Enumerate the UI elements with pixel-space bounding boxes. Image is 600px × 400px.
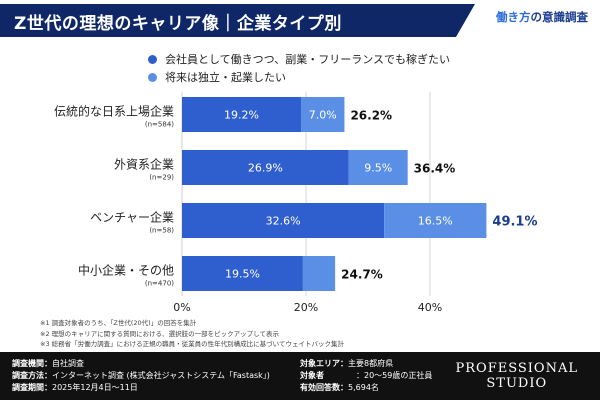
bar-total-label: 49.1% [492, 215, 537, 230]
bar-value-label: 16.5% [418, 215, 453, 228]
legend-swatch-series1 [148, 54, 157, 64]
brand-label: 働き方の意識調査 [496, 9, 588, 25]
page-title: Z世代の理想のキャリア像｜企業タイプ別 [14, 14, 342, 34]
footer-row-method: 調査方法：インターネット調査 (株式会社ジャストシステム「Fastask」) [12, 370, 270, 382]
header: Z世代の理想のキャリア像｜企業タイプ別 働き方の意識調査 [0, 0, 600, 37]
footer-value: 2025年12月4日〜11日 [52, 383, 138, 393]
bar-value-label: 19.5% [225, 268, 260, 281]
bar-segment [182, 203, 385, 238]
legend-label-series2: 将来は独立・起業したい [165, 71, 286, 84]
footer-key: 調査方法： [12, 371, 52, 381]
footer-row-agency: 調査機関：自社調査 [12, 358, 270, 370]
footnote-1: ※1 調査対象者のうち、「Z世代(20代)」の回答を集計 [40, 319, 197, 327]
footer-key: 対象エリア： [300, 359, 348, 368]
legend-item-series2: 将来は独立・起業したい [148, 68, 450, 86]
footer-value: 主要8都府県 [348, 359, 394, 368]
footer-row-responses: 有効回答数：5,694名 [300, 382, 432, 394]
footer-left: 調査機関：自社調査 調査方法：インターネット調査 (株式会社ジャストシステム「F… [12, 358, 270, 395]
legend-item-series1: 会社員として働きつつ、副業・フリーランスでも稼ぎたい [148, 50, 450, 68]
category-label: 中小企業・その他 [78, 263, 174, 278]
bar-value-label: 32.6% [266, 215, 301, 228]
bar-segment [182, 150, 349, 185]
title-band [0, 4, 475, 37]
brand-highlight: 働き方 [496, 10, 531, 24]
bar-value-label: 7.0% [309, 109, 337, 122]
footer-value: 自社調査 [52, 359, 84, 368]
footnote-3: ※3 総務省「労働力調査」における正規の職員・従業員の性年代別構成比に基づいてウ… [40, 340, 344, 348]
x-tick-label: 20% [294, 301, 318, 314]
footer-key: 調査機関： [12, 359, 52, 368]
bar-value-label: 9.5% [364, 162, 392, 175]
logo-line-1: PROFESSIONAL [455, 361, 578, 376]
footer-row-period: 調査期間：2025年12月4日〜11日 [12, 382, 270, 394]
bar-segment [182, 256, 303, 291]
bar-segment [301, 97, 345, 132]
footer-key: 対象者 [300, 371, 324, 381]
category-count: (n=58) [149, 227, 174, 235]
footer-value: 5,694名 [348, 383, 379, 393]
x-tick-label: 40% [418, 301, 442, 314]
brand-rest: の意識調査 [530, 10, 589, 24]
footer-value: インターネット調査 (株式会社ジャストシステム「Fastask」) [52, 371, 270, 381]
bar-value-label: 19.2% [224, 109, 259, 122]
category-label: ベンチャー企業 [90, 210, 174, 225]
survey-footer: 調査機関：自社調査 調査方法：インターネット調査 (株式会社ジャストシステム「F… [0, 352, 600, 400]
category-count: (n=29) [149, 174, 174, 182]
footnotes: ※1 調査対象者のうち、「Z世代(20代)」の回答を集計 ※2 理想のキャリアに… [40, 318, 344, 350]
bar-value-label: 26.9% [248, 162, 283, 175]
bar-total-label: 26.2% [350, 109, 392, 123]
footer-row-area: 対象エリア：主要8都府県 [300, 358, 432, 370]
category-label: 伝統的な日系上場企業 [54, 104, 174, 119]
category-label: 外資系企業 [114, 157, 174, 172]
footer-key: 調査期間： [12, 383, 52, 393]
category-count: (n=470) [145, 280, 174, 288]
footer-row-target: 対象者 ：20〜59歳の正社員 [300, 370, 432, 382]
bar-total-label: 24.7% [341, 268, 383, 282]
footer-right: 対象エリア：主要8都府県 対象者 ：20〜59歳の正社員 有効回答数：5,694名 [300, 358, 432, 395]
legend-label-series1: 会社員として働きつつ、副業・フリーランスでも稼ぎたい [165, 53, 451, 66]
bar-segment [182, 97, 302, 132]
professional-studio-logo: PROFESSIONAL STUDIO [456, 361, 578, 391]
bar-segment [302, 256, 336, 291]
bar-total-label: 36.4% [414, 162, 456, 176]
chart-legend: 会社員として働きつつ、副業・フリーランスでも稼ぎたい 将来は独立・起業したい [148, 50, 450, 86]
footnote-2: ※2 理想のキャリアに関する質問における、選択肢の一部をピックアップして表示 [40, 329, 279, 338]
x-tick-label: 0% [173, 301, 190, 314]
footer-value: ：20〜59歳の正社員 [356, 371, 433, 381]
bar-segment [384, 203, 487, 238]
bar-segment [348, 150, 408, 185]
legend-swatch-series2 [148, 72, 157, 82]
category-count: (n=584) [145, 121, 174, 129]
logo-line-2: STUDIO [486, 376, 548, 391]
footer-key: 有効回答数： [300, 383, 348, 393]
